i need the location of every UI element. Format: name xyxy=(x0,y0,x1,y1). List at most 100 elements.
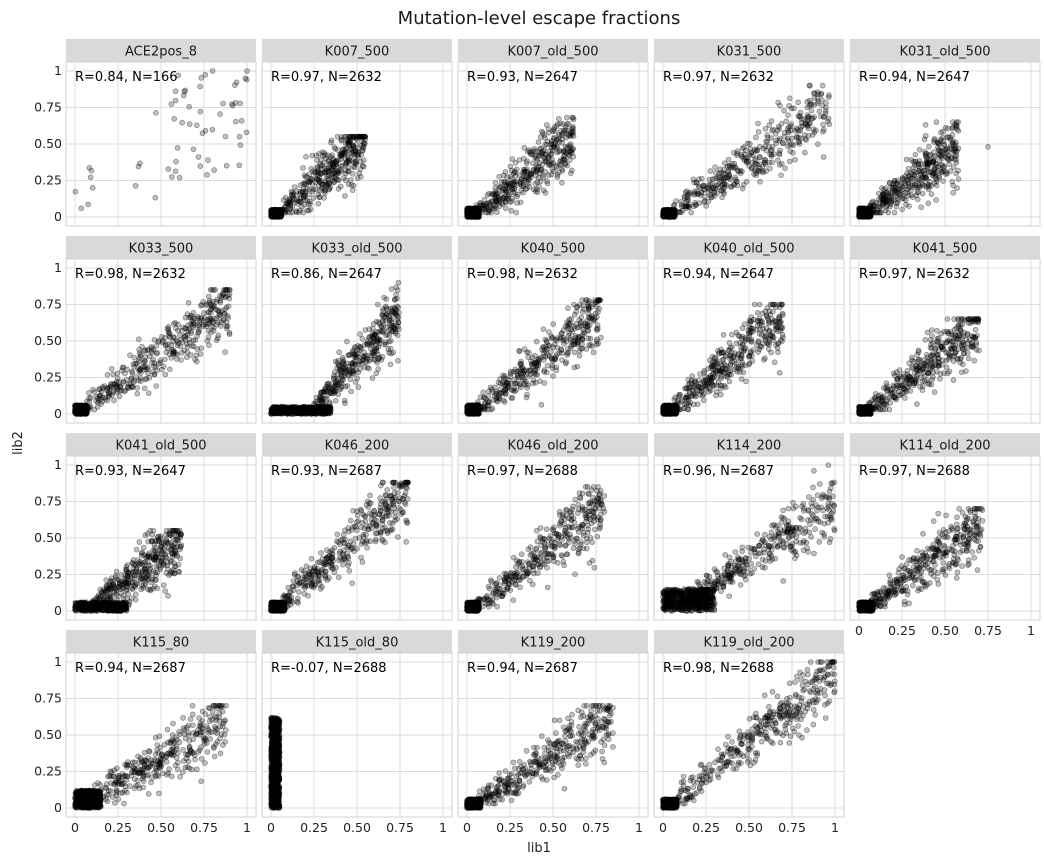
scatter-point xyxy=(706,176,713,183)
scatter-point xyxy=(769,159,776,166)
scatter-point xyxy=(748,165,755,171)
scatter-point xyxy=(270,209,276,216)
scatter-point xyxy=(950,190,957,196)
scatter-point xyxy=(489,191,496,197)
scatter-point xyxy=(163,342,169,349)
scatter-point xyxy=(269,208,276,215)
scatter-point xyxy=(278,210,284,216)
y-tick-label: 0.50 xyxy=(34,333,62,348)
scatter-point xyxy=(820,114,827,120)
scatter-point xyxy=(534,186,540,193)
scatter-point xyxy=(269,214,275,220)
scatter-point xyxy=(153,110,159,116)
scatter-point xyxy=(129,368,135,375)
scatter-point xyxy=(276,208,282,215)
scatter-point xyxy=(232,100,239,106)
scatter-point xyxy=(747,146,754,152)
scatter-point xyxy=(271,207,277,213)
scatter-point xyxy=(274,211,281,217)
scatter-point xyxy=(502,187,509,193)
scatter-point xyxy=(314,157,320,163)
scatter-point xyxy=(273,210,280,217)
scatter-point xyxy=(273,208,280,215)
scatter-point xyxy=(496,173,503,180)
scatter-point xyxy=(933,182,940,189)
scatter-point xyxy=(546,130,552,136)
scatter-point xyxy=(271,213,278,219)
scatter-point xyxy=(893,200,900,207)
scatter-point xyxy=(273,209,280,216)
scatter-point xyxy=(798,124,804,130)
scatter-point xyxy=(305,207,312,214)
scatter-point xyxy=(244,68,250,74)
scatter-point xyxy=(548,144,555,151)
scatter-point xyxy=(171,116,177,122)
scatter-point xyxy=(224,323,231,330)
scatter-point xyxy=(707,168,714,174)
scatter-point xyxy=(277,213,284,219)
scatter-point xyxy=(271,211,278,218)
scatter-point xyxy=(719,194,725,201)
scatter-point xyxy=(273,209,280,216)
scatter-point xyxy=(945,125,951,132)
scatter-point xyxy=(880,195,887,201)
scatter-point xyxy=(277,213,284,220)
scatter-point xyxy=(796,141,803,147)
scatter-point xyxy=(916,147,923,153)
scatter-point xyxy=(278,207,285,214)
scatter-point xyxy=(275,211,282,217)
scatter-point xyxy=(358,159,364,165)
scatter-point xyxy=(277,209,284,215)
scatter-point xyxy=(686,201,693,208)
scatter-point xyxy=(325,152,331,159)
scatter-point xyxy=(350,145,356,151)
scatter-point xyxy=(301,180,308,186)
scatter-point xyxy=(938,153,944,160)
scatter-point xyxy=(137,160,143,167)
scatter-point xyxy=(301,192,308,199)
scatter-point xyxy=(529,151,536,158)
scatter-point xyxy=(167,366,173,373)
scatter-point xyxy=(569,114,576,121)
scatter-point xyxy=(749,152,756,158)
scatter-point xyxy=(273,211,280,218)
scatter-point xyxy=(315,200,322,207)
scatter-point xyxy=(755,120,761,127)
scatter-point xyxy=(921,136,928,143)
scatter-point xyxy=(111,397,117,404)
scatter-point xyxy=(272,211,279,217)
scatter-point xyxy=(289,198,296,204)
scatter-point xyxy=(505,196,511,202)
scatter-point xyxy=(159,333,165,340)
scatter-point xyxy=(150,346,157,353)
scatter-point xyxy=(725,168,732,175)
scatter-point xyxy=(86,399,93,405)
scatter-point xyxy=(276,212,283,219)
scatter-point xyxy=(778,172,784,178)
scatter-point xyxy=(128,375,135,381)
scatter-point xyxy=(525,174,532,181)
scatter-point xyxy=(197,163,204,169)
scatter-point xyxy=(269,210,276,217)
scatter-point xyxy=(271,209,277,215)
scatter-point xyxy=(271,211,277,218)
scatter-point xyxy=(949,132,956,138)
scatter-point xyxy=(488,209,495,216)
scatter-point xyxy=(876,209,883,216)
scatter-point xyxy=(882,185,889,191)
scatter-point xyxy=(277,213,284,219)
scatter-point xyxy=(277,210,283,216)
scatter-point xyxy=(702,194,708,200)
scatter-point xyxy=(726,174,733,180)
scatter-point xyxy=(953,152,960,158)
scatter-point xyxy=(273,209,280,215)
scatter-point xyxy=(300,186,307,192)
scatter-point xyxy=(176,174,183,181)
scatter-point xyxy=(338,168,344,175)
scatter-point xyxy=(712,175,718,182)
scatter-point xyxy=(802,149,808,156)
y-tick-label: 0.75 xyxy=(34,297,62,312)
